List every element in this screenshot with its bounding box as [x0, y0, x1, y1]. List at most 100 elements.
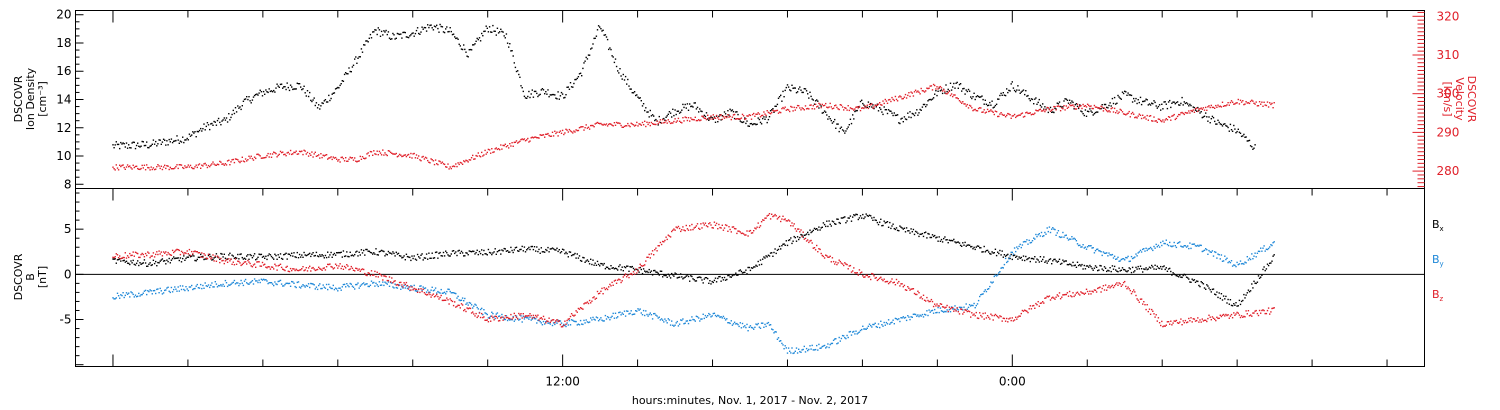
by-point [651, 318, 654, 320]
velocity-point [708, 117, 710, 119]
density-point [799, 86, 801, 88]
density-point [633, 91, 636, 93]
by-point [780, 340, 782, 342]
velocity-point [363, 157, 365, 159]
velocity-point [319, 157, 321, 159]
density-point [367, 41, 369, 43]
density-point [473, 44, 475, 46]
bx-point [187, 256, 189, 258]
bx-point [142, 262, 144, 264]
velocity-point [595, 122, 598, 124]
by-point [1157, 244, 1160, 247]
by-point [765, 325, 767, 328]
density-point [1173, 101, 1175, 103]
bx-point [916, 231, 918, 233]
by-point [835, 338, 837, 340]
density-point [267, 91, 269, 94]
velocity-point [905, 97, 908, 99]
density-point [1084, 109, 1087, 111]
velocity-point [475, 154, 477, 157]
by-point [990, 281, 992, 283]
velocity-point [648, 121, 650, 124]
bz-point [429, 293, 431, 296]
bx-point [541, 251, 544, 253]
density-point [514, 66, 517, 69]
velocity-point [1104, 108, 1107, 111]
bx-point [1220, 293, 1223, 295]
by-point [1244, 261, 1246, 263]
bx-point [1019, 257, 1021, 259]
velocity-point [912, 95, 915, 97]
velocity-point [468, 159, 470, 161]
by-point [372, 282, 374, 284]
density-point [1162, 108, 1164, 110]
velocity-point [1071, 104, 1073, 107]
bx-point [404, 259, 406, 261]
bz-point [231, 263, 233, 265]
by-point [1104, 252, 1107, 254]
by-point [639, 308, 641, 310]
bz-point [450, 299, 452, 302]
bz-point [746, 230, 748, 232]
by-point [650, 314, 653, 316]
density-point [904, 118, 907, 120]
by-point [926, 310, 928, 312]
velocity-point [1219, 105, 1221, 107]
bx-point [128, 262, 130, 265]
bz-point [899, 285, 901, 287]
bx-point [304, 254, 306, 256]
by-point [617, 316, 619, 318]
by-point [209, 286, 211, 289]
velocity-point [139, 168, 141, 171]
bz-point [448, 303, 450, 305]
velocity-point [158, 165, 160, 167]
by-point [1125, 256, 1127, 259]
by-point [622, 313, 624, 315]
velocity-point [566, 129, 568, 131]
velocity-point [252, 159, 255, 161]
velocity-point [551, 131, 554, 133]
density-point [1143, 100, 1145, 103]
velocity-point [613, 122, 616, 124]
velocity-point [579, 126, 582, 128]
velocity-point [497, 148, 500, 150]
bx-point [351, 254, 354, 256]
velocity-point [572, 132, 574, 134]
velocity-point [935, 88, 937, 90]
bx-point [1093, 267, 1096, 269]
by-point [392, 286, 394, 288]
velocity-point [919, 93, 921, 95]
velocity-point [1145, 118, 1147, 120]
velocity-point [590, 124, 592, 127]
bx-point [116, 259, 119, 261]
velocity-point [577, 129, 580, 132]
density-point [1053, 111, 1055, 114]
velocity-point [144, 169, 147, 171]
bz-point [758, 226, 761, 229]
by-point [456, 297, 458, 299]
velocity-point [784, 106, 786, 108]
bx-point [855, 213, 857, 215]
velocity-point [495, 147, 497, 149]
bz-point [337, 267, 339, 269]
bx-point [785, 240, 787, 242]
by-point [1017, 248, 1019, 250]
velocity-point [1138, 113, 1140, 115]
velocity-point [161, 168, 164, 171]
density-point [793, 87, 795, 89]
bx-point [1025, 255, 1027, 258]
density-point [690, 105, 692, 108]
density-point [282, 87, 284, 89]
bz-point [418, 288, 420, 291]
bx-point [511, 249, 513, 252]
density-point [595, 35, 598, 37]
velocity-point [115, 164, 117, 166]
top-left-tick-label: 8 [64, 177, 72, 191]
bx-point [521, 245, 523, 248]
bx-point [486, 254, 488, 256]
by-point [989, 285, 991, 288]
bz-point [135, 252, 138, 254]
by-point [870, 324, 872, 327]
by-point [948, 308, 951, 311]
velocity-point [574, 131, 576, 133]
